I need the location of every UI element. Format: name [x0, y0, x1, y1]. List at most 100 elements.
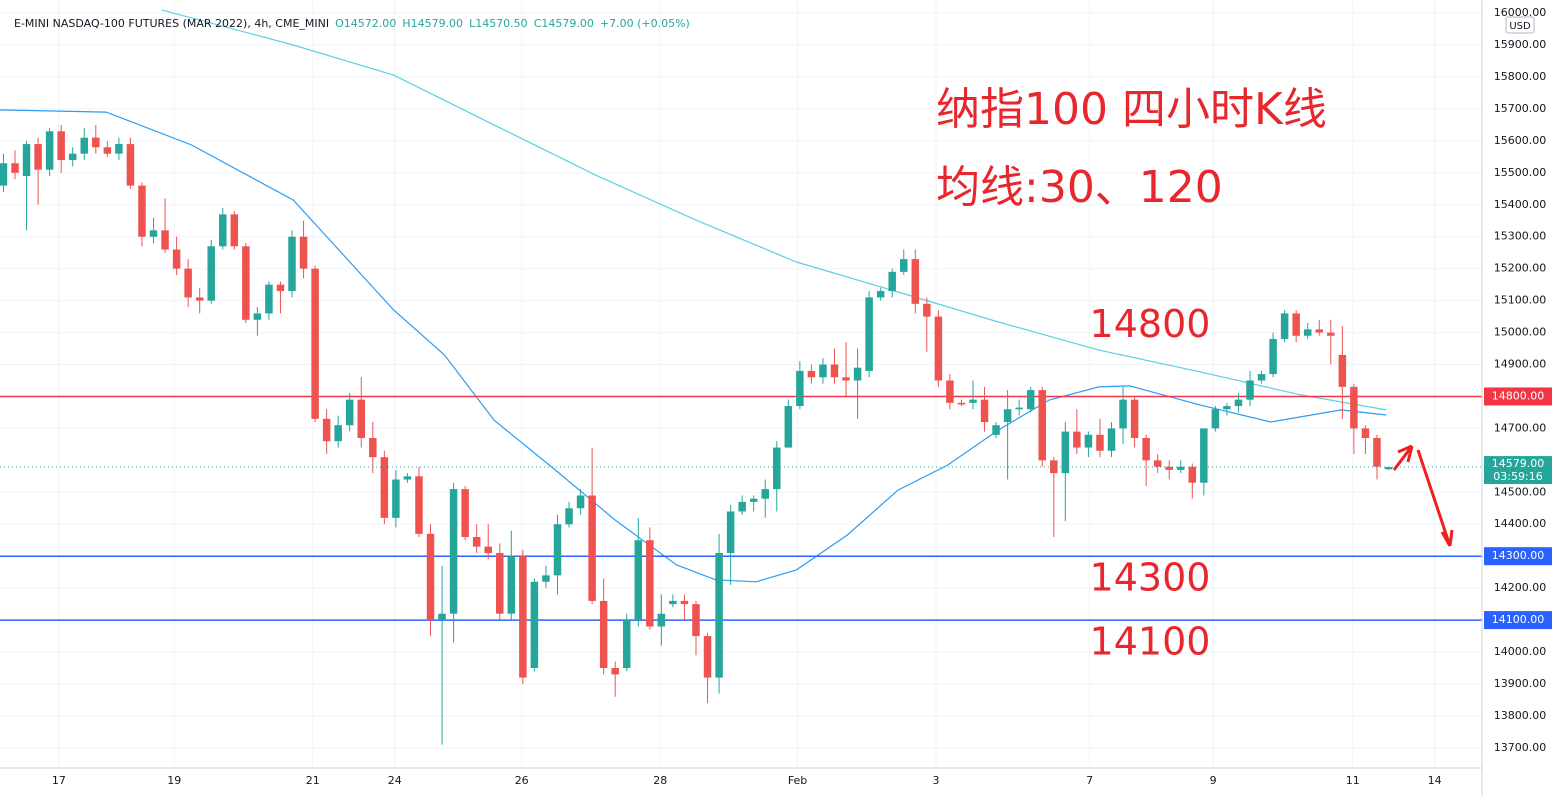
x-tick-label: 17	[52, 774, 66, 787]
y-tick-label: 15200.00	[1494, 262, 1547, 275]
candle-body	[1327, 332, 1335, 336]
candle-body	[553, 524, 562, 576]
ohlc-change: +7.00 (+0.05%)	[600, 17, 690, 30]
candle-body	[68, 153, 77, 161]
candle-body	[288, 236, 296, 292]
x-tick-label: 7	[1086, 774, 1093, 787]
candle-body	[299, 236, 308, 269]
currency-box	[1505, 16, 1535, 34]
candle-body	[392, 479, 400, 518]
candle-body	[1061, 431, 1070, 474]
candle-body	[703, 636, 712, 678]
candle-body	[1119, 399, 1127, 429]
candle-body	[715, 552, 723, 678]
candle-body	[253, 313, 262, 320]
candle-body	[1373, 437, 1381, 467]
line-annotation: 14100	[1090, 620, 1211, 664]
ohlc-low: L14570.50	[469, 17, 528, 30]
candle-body	[1315, 329, 1324, 333]
price-label: 14300.00	[1492, 549, 1545, 562]
candle-body	[738, 501, 746, 512]
candle-body	[1338, 354, 1347, 387]
y-tick-label: 14500.00	[1494, 485, 1547, 498]
x-tick-label: 24	[388, 774, 402, 787]
candle-body	[265, 284, 273, 314]
x-tick-label: 19	[167, 774, 181, 787]
y-tick-label: 16000.00	[1494, 6, 1547, 19]
candle-body	[1303, 329, 1312, 336]
price-label: 14579.00	[1492, 457, 1545, 470]
candle-body	[646, 540, 654, 627]
candle-body	[680, 600, 689, 605]
candle-body	[1200, 428, 1208, 483]
candle-body	[138, 185, 146, 237]
candle-body	[876, 291, 885, 298]
candle-body	[11, 163, 19, 173]
candle-body	[22, 144, 31, 177]
candle-body	[622, 620, 631, 669]
candle-body	[345, 399, 354, 426]
candle-body	[1165, 466, 1173, 470]
line-annotation: 14300	[1090, 556, 1211, 600]
candle-body	[1015, 407, 1023, 410]
candle-body	[761, 489, 769, 499]
annotation: 纳指100 四小时K线	[936, 84, 1327, 135]
candle-body	[438, 613, 446, 621]
candle-body	[472, 537, 481, 547]
y-tick-label: 15400.00	[1494, 198, 1547, 211]
candle-body	[242, 246, 250, 320]
candle-body	[911, 259, 920, 304]
candle-body	[773, 447, 781, 490]
candle-body	[507, 556, 516, 614]
candle-body	[1234, 399, 1243, 407]
arrow	[1392, 444, 1454, 547]
ohlc-high: H14579.00	[402, 17, 463, 30]
candle-body	[57, 131, 65, 161]
candle-body	[576, 495, 585, 509]
candle-body	[969, 399, 977, 403]
candle-body	[230, 214, 239, 247]
candle-body	[415, 476, 423, 534]
line-annotation: 14800	[1090, 302, 1211, 346]
candle-body	[207, 246, 215, 301]
y-tick-label: 15700.00	[1494, 102, 1547, 115]
candle-body	[496, 552, 504, 614]
price-label-box	[1484, 456, 1552, 485]
candle-body	[195, 297, 204, 301]
candle-body	[1188, 466, 1197, 483]
candle-body	[1292, 313, 1300, 336]
candle-body	[853, 367, 862, 381]
candle-body	[149, 230, 158, 237]
plot: 14800 14300 14100	[0, 9, 1482, 745]
candle-body	[1361, 428, 1370, 438]
candle-body	[484, 546, 492, 553]
candle-body	[426, 533, 435, 621]
candle-body	[784, 406, 793, 448]
candle-body	[357, 399, 366, 438]
y-tick-label: 14400.00	[1494, 517, 1547, 530]
candle-body	[819, 364, 827, 378]
candle-body	[796, 370, 804, 407]
candle-body	[1153, 460, 1162, 467]
candle-body	[1257, 374, 1266, 381]
candle-body	[519, 556, 527, 678]
candle-body	[1211, 409, 1220, 429]
candle-body	[1223, 406, 1231, 410]
candle-body	[103, 147, 112, 154]
candle-body	[565, 508, 573, 525]
candle-body	[311, 268, 319, 419]
candle-body	[934, 316, 943, 381]
candle-body	[449, 489, 458, 614]
candle-body	[461, 489, 469, 538]
candle-body	[830, 364, 839, 378]
candle-body	[599, 600, 608, 669]
y-tick-label: 14000.00	[1494, 645, 1547, 658]
candle-body	[1096, 434, 1104, 451]
candle-body	[611, 668, 619, 675]
candle-body	[369, 437, 377, 458]
symbol: E-MINI NASDAQ-100 FUTURES (MAR 2022), 4h…	[14, 17, 329, 30]
candle-body	[530, 581, 539, 669]
candle-body	[334, 425, 342, 442]
candle-body	[172, 249, 181, 269]
